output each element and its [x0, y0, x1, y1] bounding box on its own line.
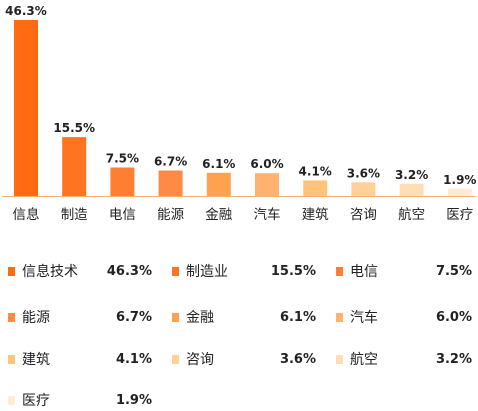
legend-swatch [336, 355, 343, 364]
legend-value: 46.3% [106, 264, 152, 279]
legend-label: 建筑 [22, 352, 50, 368]
category-label-2: 电信 [109, 207, 136, 223]
category-label-9: 医疗 [446, 207, 473, 223]
legend-label: 制造业 [186, 264, 228, 280]
legend-swatch [172, 355, 179, 364]
category-label-1: 制造 [61, 207, 88, 223]
bar-6 [303, 180, 328, 196]
category-label-3: 能源 [157, 207, 184, 223]
value-label-7: 3.6% [347, 166, 380, 180]
value-label-0: 46.3% [5, 4, 47, 18]
value-label-2: 7.5% [106, 152, 139, 166]
bar-8 [399, 183, 424, 196]
legend-item: 制造业 15.5% [172, 262, 316, 282]
legend-label: 金融 [186, 310, 214, 326]
legend-swatch [8, 355, 15, 364]
legend-label: 信息技术 [22, 264, 78, 280]
bar-3 [158, 170, 183, 196]
legend-swatch [172, 313, 179, 322]
bar-4 [206, 172, 231, 196]
value-label-6: 4.1% [299, 164, 332, 178]
value-label-3: 6.7% [154, 155, 187, 169]
category-label-4: 金融 [205, 207, 232, 223]
category-label-7: 咨询 [350, 207, 377, 223]
legend-value: 15.5% [270, 264, 316, 279]
value-label-1: 15.5% [53, 121, 95, 135]
legend-swatch [8, 267, 15, 276]
legend-item: 汽车 6.0% [336, 308, 472, 328]
legend-value: 3.2% [435, 352, 472, 367]
legend-item: 信息技术 46.3% [8, 262, 152, 282]
value-label-5: 6.0% [250, 157, 283, 171]
legend-item: 能源 6.7% [8, 308, 152, 328]
bar-2 [110, 167, 135, 196]
value-label-4: 6.1% [202, 157, 235, 171]
legend-value: 6.7% [115, 310, 152, 325]
legend-swatch [336, 267, 343, 276]
value-label-8: 3.2% [395, 168, 428, 182]
legend: 信息技术 46.3% 制造业 15.5% 电信 7.5% 能源 6.7% 金融 6.1% 汽车 6.0… [0, 250, 478, 409]
value-label-9: 1.9% [443, 173, 476, 187]
category-label-0: 信息 [13, 206, 40, 223]
bar-chart: 46.3% 15.5% 7.5% 6.7% 6.1% 6.0% 4.1% 3.6% 3.2% 1.… [2, 4, 476, 223]
legend-item: 医疗 1.9% [8, 391, 152, 411]
legend-value: 3.6% [279, 352, 316, 367]
legend-label: 汽车 [350, 310, 378, 326]
value-labels-group: 46.3% 15.5% 7.5% 6.7% 6.1% 6.0% 4.1% 3.6% 3.2% 1.… [5, 4, 476, 187]
legend-value: 6.0% [435, 310, 472, 325]
legend-value: 1.9% [115, 393, 152, 408]
legend-item: 建筑 4.1% [8, 350, 152, 370]
legend-label: 电信 [350, 264, 378, 280]
category-label-6: 建筑 [302, 207, 329, 223]
legend-item: 电信 7.5% [336, 262, 472, 282]
bar-9 [447, 188, 472, 196]
bar-1 [62, 137, 87, 196]
legend-swatch [8, 313, 15, 322]
legend-swatch [8, 396, 15, 405]
legend-label: 医疗 [22, 393, 50, 409]
bars-group [14, 20, 472, 196]
bar-7 [351, 182, 376, 196]
legend-value: 4.1% [115, 352, 152, 367]
legend-label: 咨询 [186, 352, 214, 368]
legend-value: 6.1% [279, 310, 316, 325]
legend-item: 航空 3.2% [336, 350, 472, 370]
category-label-8: 航空 [398, 207, 425, 223]
legend-item: 金融 6.1% [172, 308, 316, 328]
legend-value: 7.5% [435, 264, 472, 279]
category-label-5: 汽车 [254, 206, 281, 223]
category-labels-group: 信息 制造 电信 能源 金融 汽车 建筑 咨询 航空 医疗 [13, 206, 474, 223]
bar-0 [14, 20, 38, 196]
bar-5 [255, 173, 279, 196]
legend-swatch [336, 313, 343, 322]
legend-swatch [172, 267, 179, 276]
legend-item: 咨询 3.6% [172, 350, 316, 370]
legend-label: 航空 [350, 352, 378, 368]
legend-label: 能源 [22, 310, 50, 326]
